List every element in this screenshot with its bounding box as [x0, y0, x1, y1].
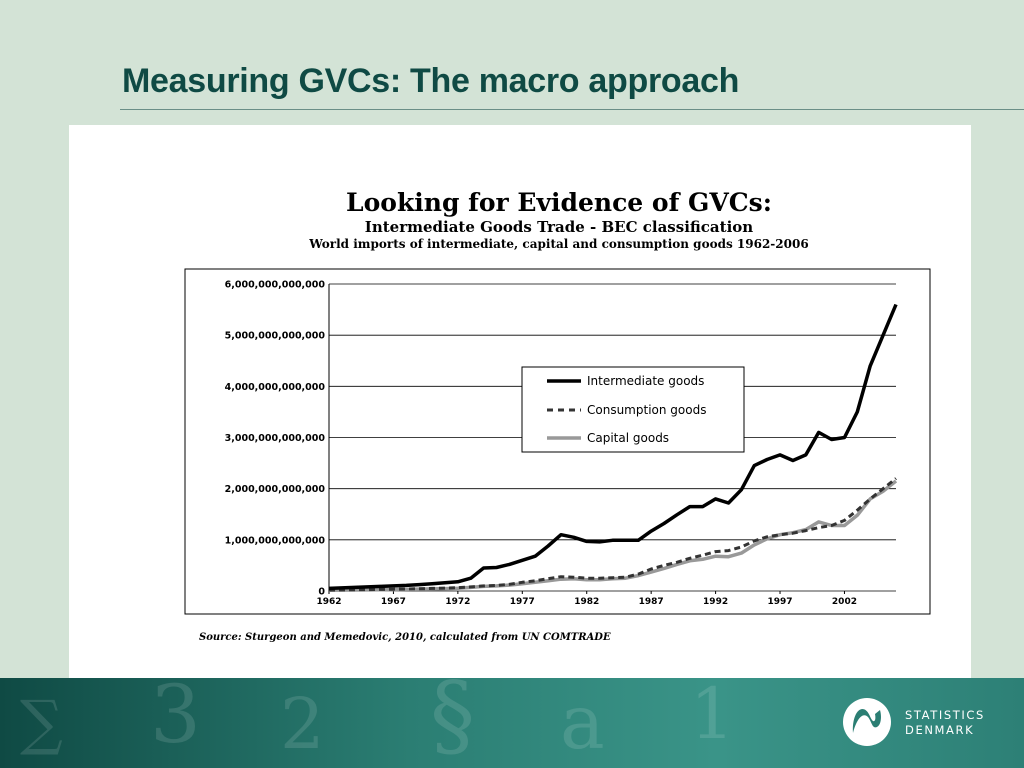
legend: Intermediate goods Consumption goods Cap… — [521, 366, 745, 453]
x-tick-label: 1962 — [316, 597, 341, 607]
line-chart: Looking for Evidence of GVCs: Intermedia… — [184, 188, 931, 643]
x-tick-label: 1967 — [381, 597, 406, 607]
decorative-glyph-icon: 3 — [150, 678, 201, 761]
y-tick-label: 3,000,000,000,000 — [225, 433, 326, 444]
logo-line-statistics: STATISTICS — [905, 708, 985, 722]
legend-label-consumption: Consumption goods — [587, 403, 706, 417]
y-tick-label: 0 — [318, 587, 325, 598]
decorative-glyph-icon: § — [430, 678, 475, 768]
legend-label-capital: Capital goods — [587, 431, 669, 445]
statistics-denmark-logo-icon — [843, 698, 891, 746]
chart-subheading: Intermediate Goods Trade - BEC classific… — [365, 218, 753, 236]
x-tick-label: 1997 — [767, 597, 792, 607]
y-tick-label: 2,000,000,000,000 — [225, 484, 326, 495]
x-tick-label: 1987 — [639, 597, 664, 607]
slide-title: Measuring GVCs: The macro approach — [122, 62, 740, 100]
chart-title: World imports of intermediate, capital a… — [308, 237, 808, 251]
decorative-glyph-icon: 2 — [280, 683, 325, 765]
y-tick-label: 6,000,000,000,000 — [225, 280, 326, 291]
series-line-intermediate-goods — [328, 303, 898, 591]
series-line-consumption-goods — [328, 477, 897, 592]
x-tick-label: 1982 — [574, 597, 599, 607]
x-tick-labels: 1962 1967 1972 1977 1982 1987 1992 1997 2002 — [316, 591, 857, 607]
title-divider — [120, 109, 1024, 110]
logo-line-denmark: DENMARK — [905, 723, 975, 737]
y-tick-labels: 0 1,000,000,000,000 2,000,000,000,000 3,000… — [225, 280, 326, 598]
chart-panel: Looking for Evidence of GVCs: Intermedia… — [69, 125, 971, 678]
legend-label-intermediate: Intermediate goods — [587, 374, 704, 388]
series-lines — [328, 303, 898, 592]
y-tick-label: 5,000,000,000,000 — [225, 331, 326, 342]
decorative-glyph-icon: a — [560, 678, 605, 766]
y-tick-label: 4,000,000,000,000 — [225, 382, 326, 393]
decorative-glyph-icon: 1 — [690, 678, 735, 755]
x-tick-label: 1972 — [445, 597, 470, 607]
logo-wordmark: STATISTICS DENMARK — [905, 708, 985, 738]
decorative-glyph-icon: ∑ — [20, 688, 63, 758]
y-tick-label: 1,000,000,000,000 — [225, 535, 326, 546]
chart-source: Source: Sturgeon and Memedovic, 2010, ca… — [199, 632, 611, 643]
chart-heading: Looking for Evidence of GVCs: — [346, 188, 772, 217]
x-tick-label: 1977 — [510, 597, 535, 607]
x-tick-label: 1992 — [703, 597, 728, 607]
x-tick-label: 2002 — [832, 597, 857, 607]
